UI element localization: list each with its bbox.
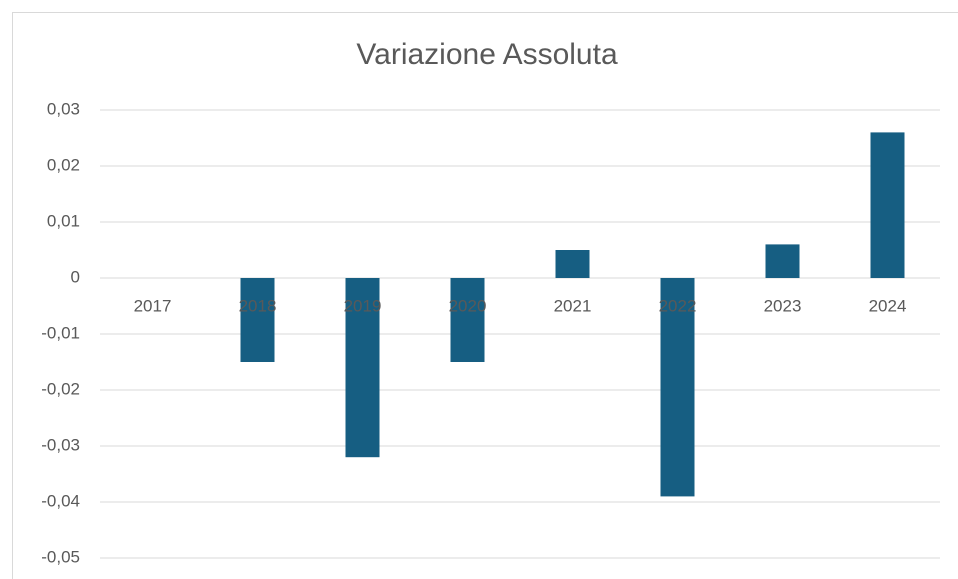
y-tick-label: 0,01 xyxy=(47,211,80,230)
x-tick-label: 2022 xyxy=(659,296,697,315)
y-tick-label: -0,04 xyxy=(41,491,80,510)
bar xyxy=(870,132,905,278)
y-tick-label: 0 xyxy=(71,267,80,286)
x-tick-label: 2021 xyxy=(554,296,592,315)
bar xyxy=(555,250,590,278)
x-tick-label: 2023 xyxy=(764,296,802,315)
chart-title: Variazione Assoluta xyxy=(356,38,618,71)
bar xyxy=(240,278,275,362)
x-tick-label: 2019 xyxy=(344,296,382,315)
x-tick-label: 2018 xyxy=(239,296,277,315)
bar xyxy=(450,278,485,362)
bar xyxy=(345,278,380,458)
x-tick-label: 2024 xyxy=(869,296,907,315)
x-tick-label: 2017 xyxy=(134,296,172,315)
y-tick-label: 0,02 xyxy=(47,155,80,174)
y-tick-label: -0,02 xyxy=(41,379,80,398)
x-tick-label: 2020 xyxy=(449,296,487,315)
y-tick-label: -0,03 xyxy=(41,435,80,454)
bar xyxy=(660,278,695,497)
chart-border xyxy=(12,12,958,579)
y-tick-label: 0,03 xyxy=(47,99,80,118)
y-tick-label: -0,05 xyxy=(41,547,80,566)
bar xyxy=(765,244,800,278)
y-tick-label: -0,01 xyxy=(41,323,80,342)
